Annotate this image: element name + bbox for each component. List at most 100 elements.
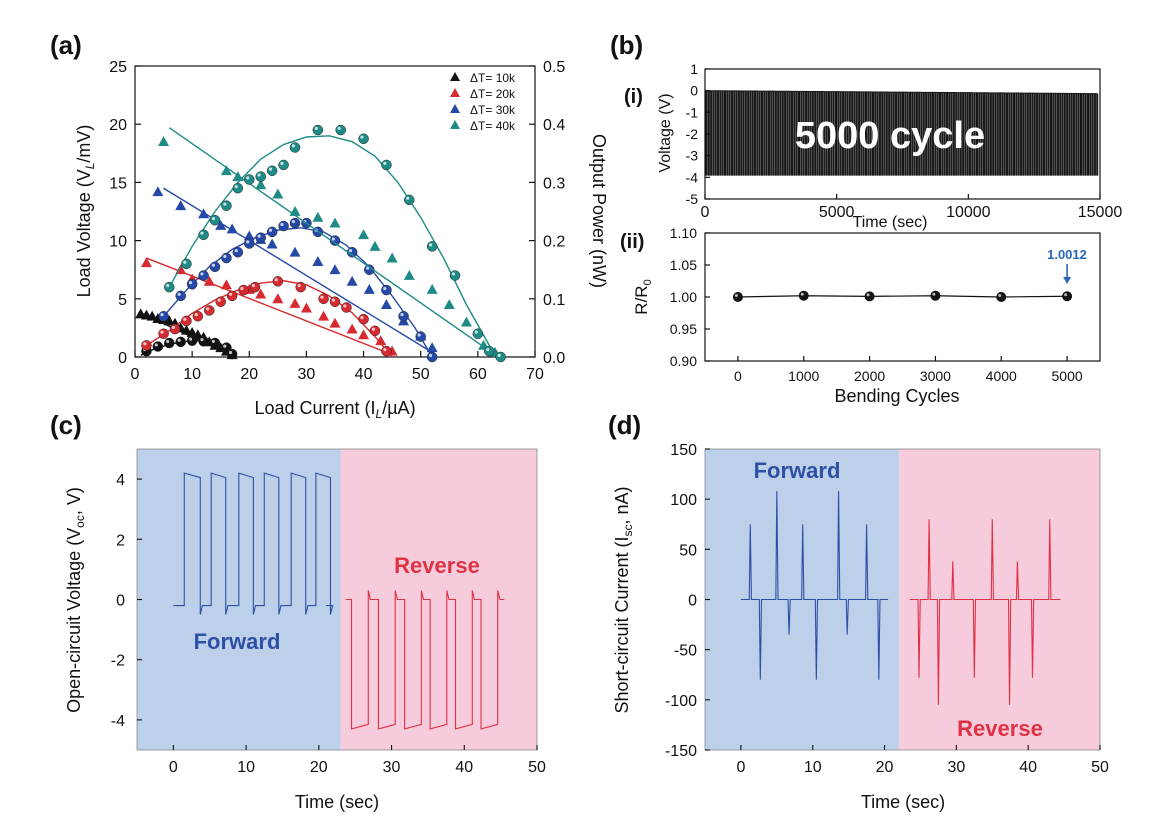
- power-point-highlight: [160, 330, 164, 334]
- panel-d-x-axis-label: Time (sec): [861, 792, 945, 812]
- x-tick-label: 1000: [788, 368, 819, 384]
- voltage-fit-line: [168, 127, 496, 356]
- power-point-highlight: [383, 286, 387, 291]
- voltage-point: [203, 275, 215, 286]
- y-tick-label: 100: [670, 492, 697, 509]
- legend-marker: [450, 104, 460, 113]
- voltage-point: [403, 270, 415, 280]
- panel-d-plot-area: [740, 491, 1061, 705]
- x-tick-label: 40: [455, 759, 473, 776]
- resistance-point: [798, 290, 809, 301]
- power-point-highlight: [337, 126, 341, 131]
- power-point-highlight: [280, 222, 284, 227]
- panel-d-chart: 0 10 20 30 40 50 150 100 50 0 -50 -100 -150 Forward…: [612, 442, 1109, 812]
- power-point-highlight: [251, 283, 255, 288]
- power-point-highlight: [154, 343, 158, 347]
- power-point-highlight: [143, 342, 147, 346]
- resistance-point-highlight: [866, 293, 870, 297]
- power-point-highlight: [188, 337, 193, 341]
- reverse-voltage-trace: [345, 590, 505, 730]
- x-tick-label: 10: [183, 366, 201, 383]
- y-tick-label: 0.90: [670, 353, 697, 369]
- power-point: [232, 246, 244, 258]
- power-point: [358, 133, 369, 144]
- panel-b-i-y-axis-label: Voltage (V): [657, 93, 674, 172]
- power-point: [449, 270, 461, 281]
- resistance-point: [1062, 291, 1073, 302]
- x-tick-label: 30: [947, 759, 965, 776]
- power-point-highlight: [297, 283, 301, 288]
- power-point-highlight: [234, 185, 238, 189]
- power-point: [312, 124, 324, 136]
- power-point: [175, 336, 186, 348]
- power-point-highlight: [314, 126, 318, 131]
- power-point-highlight: [206, 307, 210, 311]
- power-point: [249, 281, 261, 293]
- voltage-point: [329, 264, 341, 275]
- panel-c-x-axis-label: Time (sec): [295, 792, 379, 812]
- voltage-fit-line: [163, 187, 433, 353]
- x-tick-label: 15000: [1078, 204, 1123, 221]
- power-point: [186, 279, 198, 290]
- power-point-highlight: [211, 217, 215, 221]
- y-tick-label: 10: [109, 234, 127, 251]
- power-point: [175, 290, 186, 302]
- panel-d-reverse-label: Reverse: [957, 716, 1043, 741]
- legend-marker: [450, 88, 460, 97]
- panel-b-ii-x-axis-label: Bending Cycles: [834, 386, 959, 406]
- power-point: [198, 229, 209, 241]
- y-tick-label: -1: [686, 104, 699, 120]
- panel-label-b: (b): [610, 30, 643, 60]
- voltage-point: [443, 299, 455, 310]
- voltage-point: [158, 136, 170, 147]
- y2-tick-label: 0.4: [543, 117, 565, 134]
- power-point-highlight: [417, 333, 421, 337]
- power-point-highlight: [246, 240, 250, 244]
- y-tick-label: -4: [111, 713, 125, 730]
- power-point-highlight: [171, 325, 175, 330]
- power-point: [415, 331, 426, 342]
- power-point-highlight: [268, 228, 273, 232]
- power-point-highlight: [360, 315, 364, 320]
- power-point: [226, 290, 238, 302]
- voltage-point: [386, 252, 398, 263]
- power-point-highlight: [177, 338, 181, 342]
- legend-label: ΔT= 40k: [470, 119, 516, 133]
- panel-label-a: (a): [50, 30, 82, 60]
- y-tick-label: 1: [690, 61, 698, 77]
- voltage-point: [180, 324, 192, 335]
- x-tick-label: 0: [701, 204, 710, 221]
- power-point: [381, 159, 392, 171]
- voltage-signal: [705, 90, 1099, 176]
- power-point: [238, 284, 249, 296]
- y-tick-label: 0: [688, 593, 697, 610]
- panel-b-i-y-ticks: 1 0 -1 -2 -3 -4 -5: [686, 61, 710, 207]
- x-tick-label: 20: [876, 759, 894, 776]
- power-point-highlight: [360, 135, 364, 139]
- power-point: [404, 194, 415, 206]
- panel-a-y2-axis-label: Output Power (nW): [589, 134, 609, 288]
- x-tick-label: 2000: [854, 368, 885, 384]
- power-point-highlight: [400, 313, 404, 317]
- panel-a-legend: ΔT= 10k ΔT= 20k ΔT= 30k ΔT= 40k: [450, 71, 516, 133]
- power-point-highlight: [217, 298, 221, 302]
- power-point-highlight: [274, 278, 278, 282]
- power-point: [141, 340, 152, 351]
- x-tick-label: 0: [736, 759, 745, 776]
- panel-b-i-sublabel: (i): [624, 86, 643, 108]
- x-tick-label: 40: [1019, 759, 1037, 776]
- voltage-point: [146, 310, 158, 321]
- voltage-point: [380, 299, 392, 310]
- y-tick-label: -100: [665, 693, 697, 710]
- power-point-highlight: [200, 231, 204, 235]
- legend-marker: [450, 72, 460, 81]
- panel-c-x-ticks: 0 10 20 30 40 50: [169, 745, 546, 776]
- x-tick-label: 4000: [986, 368, 1017, 384]
- power-point: [209, 337, 221, 349]
- voltage-point: [243, 230, 255, 241]
- y2-tick-label: 0.0: [543, 350, 565, 367]
- y2-tick-label: 0.5: [543, 59, 565, 76]
- voltage-point: [312, 211, 324, 222]
- voltage-point: [140, 257, 152, 268]
- panel-b-i-plot-area: [705, 90, 1099, 176]
